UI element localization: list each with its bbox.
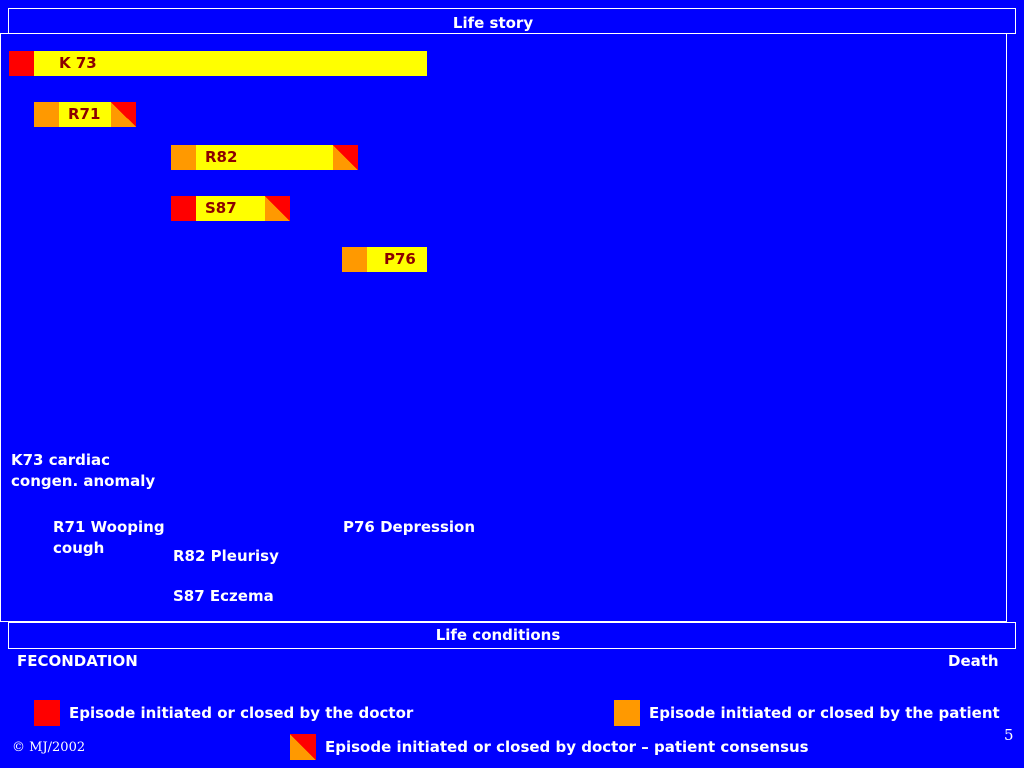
legend-doctor-text: Episode initiated or closed by the docto…: [69, 704, 414, 722]
episode-bar-k73[interactable]: K 73: [9, 51, 427, 76]
description-r71: R71 Wooping cough: [53, 518, 165, 557]
consensus-end-marker: [265, 196, 290, 221]
episode-body: [196, 145, 333, 170]
timeline-start-label: FECONDATION: [17, 652, 138, 670]
episode-bar-s87[interactable]: S87: [171, 196, 290, 221]
episode-body: [59, 102, 111, 127]
copyright: © MJ/2002: [12, 740, 86, 755]
episode-bar-r71[interactable]: R71: [34, 102, 136, 127]
episode-body: [34, 51, 427, 76]
doctor-start-marker: [171, 196, 196, 221]
description-p76: P76 Depression: [343, 518, 476, 536]
description-k73: K73 cardiac congen. anomaly: [11, 451, 156, 490]
legend-patient-swatch: [614, 700, 640, 726]
episode-code: R82: [205, 148, 238, 166]
episode-code: S87: [205, 199, 237, 217]
description-r82: R82 Pleurisy: [173, 547, 279, 565]
episode-body: [196, 196, 265, 221]
legend-consensus-text: Episode initiated or closed by doctor – …: [325, 738, 809, 756]
legend-patient-text: Episode initiated or closed by the patie…: [649, 704, 1000, 722]
episode-code: R71: [68, 105, 101, 123]
patient-start-marker: [342, 247, 367, 272]
life-conditions-frame: [8, 622, 1016, 649]
life-conditions-title: Life conditions: [435, 626, 561, 644]
episode-bar-p76[interactable]: P76: [342, 247, 427, 272]
timeline-end-label: Death: [948, 652, 999, 670]
doctor-start-marker: [9, 51, 34, 76]
episode-code: K 73: [59, 54, 97, 72]
page-number: 5: [1004, 726, 1014, 744]
description-s87: S87 Eczema: [173, 587, 274, 605]
patient-start-marker: [171, 145, 196, 170]
consensus-end-marker: [111, 102, 136, 127]
legend-doctor-swatch: [34, 700, 60, 726]
episode-code: P76: [384, 250, 416, 268]
patient-start-marker: [34, 102, 59, 127]
episode-body: [367, 247, 427, 272]
life-story-panel: [0, 33, 1007, 622]
consensus-end-marker: [333, 145, 358, 170]
legend-consensus-swatch: [290, 734, 316, 760]
episode-bar-r82[interactable]: R82: [171, 145, 358, 170]
life-story-title: Life story: [452, 14, 534, 32]
